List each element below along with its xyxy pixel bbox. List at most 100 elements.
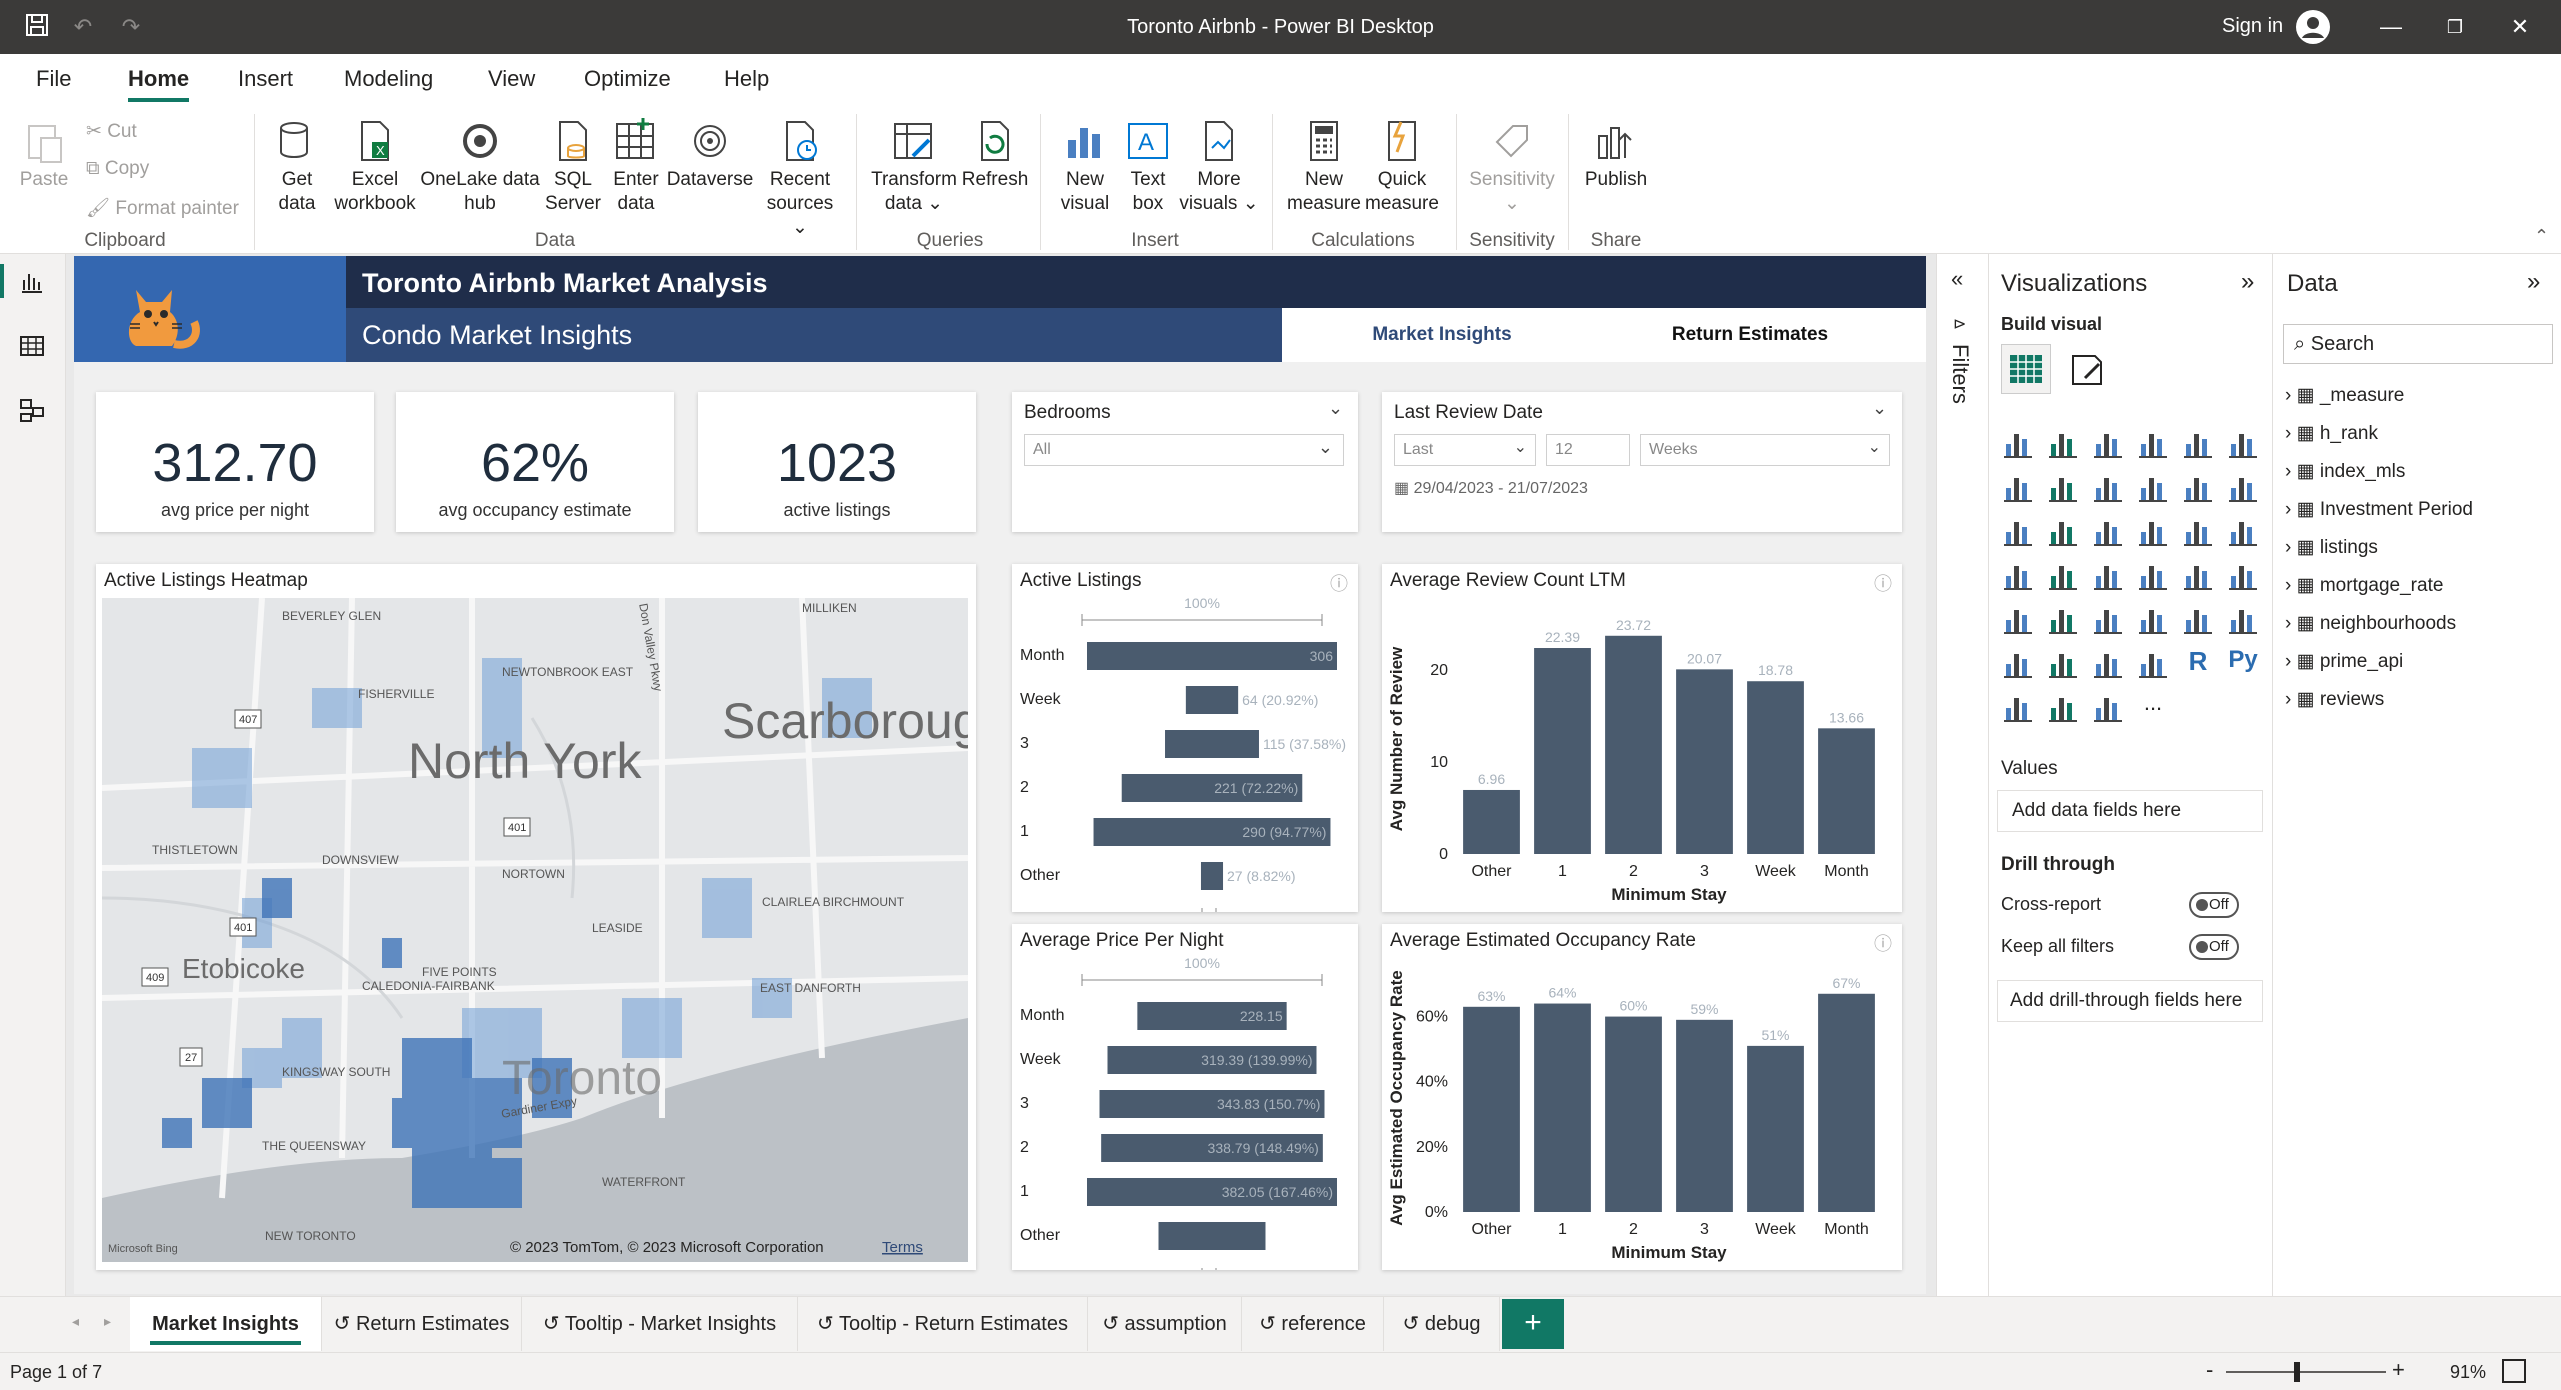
restore-icon[interactable]: ❐ — [2446, 17, 2464, 37]
column-bar[interactable] — [1676, 1019, 1733, 1212]
field-table-item[interactable]: › ▦ _measure — [2285, 384, 2404, 407]
format-visual-tab[interactable] — [2067, 350, 2107, 395]
toronto-map[interactable]: BEVERLEY GLEN MILLIKEN NEWTONBROOK EAST … — [102, 598, 968, 1262]
visual-type-icon[interactable] — [2001, 602, 2035, 636]
menu-help[interactable]: Help — [724, 66, 770, 91]
visual-type-icon[interactable] — [2091, 470, 2125, 504]
terms-link[interactable]: Terms — [882, 1239, 923, 1256]
field-table-item[interactable]: › ▦ mortgage_rate — [2285, 574, 2443, 597]
column-bar[interactable] — [1534, 648, 1591, 854]
column-bar[interactable] — [1605, 635, 1662, 854]
format-painter-button[interactable]: 🖌 Format painter — [86, 198, 239, 219]
chevron-down-icon[interactable]: ⌄ — [1328, 398, 1344, 418]
column-bar[interactable] — [1534, 1003, 1591, 1212]
field-table-item[interactable]: › ▦ listings — [2285, 536, 2378, 559]
bedrooms-dropdown[interactable]: All ⌄ — [1024, 434, 1344, 466]
column-bar[interactable] — [1818, 993, 1875, 1212]
visual-type-icon[interactable] — [2046, 690, 2080, 724]
menu-view[interactable]: View — [488, 66, 536, 91]
tab-tooltip-return-estimates[interactable]: ↺ Tooltip - Return Estimates — [798, 1297, 1088, 1351]
funnel-bar[interactable] — [1101, 1134, 1323, 1162]
visual-type-icon[interactable] — [2091, 646, 2125, 680]
visual-type-icon[interactable] — [2136, 602, 2170, 636]
redo-icon[interactable]: ↷ — [121, 14, 141, 39]
field-table-item[interactable]: › ▦ h_rank — [2285, 422, 2378, 445]
funnel-bar[interactable] — [1165, 730, 1259, 758]
column-bar[interactable] — [1747, 1045, 1804, 1212]
more-visuals-button[interactable]: More visuals ⌄ — [1176, 118, 1262, 216]
funnel-bar[interactable] — [1185, 686, 1239, 714]
visual-type-icon[interactable] — [2046, 558, 2080, 592]
visual-type-icon[interactable] — [2001, 646, 2035, 680]
relative-count-input[interactable]: 12 — [1546, 434, 1630, 466]
zoom-out-icon[interactable]: - — [2206, 1357, 2214, 1382]
expand-filters-icon[interactable]: « — [1951, 266, 1964, 291]
sign-in-link[interactable]: Sign in — [2222, 15, 2284, 37]
build-visual-tab[interactable] — [2001, 344, 2051, 394]
field-table-item[interactable]: › ▦ reviews — [2285, 688, 2384, 711]
excel-workbook-button[interactable]: X Excel workbook — [332, 118, 418, 216]
scroll-left-icon[interactable]: ◂ — [72, 1313, 80, 1329]
info-icon[interactable]: ⓘ — [1330, 574, 1348, 594]
sensitivity-button[interactable]: Sensitivity ⌄ — [1462, 118, 1562, 216]
zoom-slider-thumb[interactable] — [2294, 1362, 2300, 1382]
column-bar[interactable] — [1676, 669, 1733, 854]
visual-type-icon[interactable] — [2091, 602, 2125, 636]
python-visual-icon[interactable]: Py — [2226, 646, 2260, 680]
visual-type-icon[interactable] — [2136, 646, 2170, 680]
collapse-viz-icon[interactable]: » — [2241, 268, 2255, 295]
visual-type-icon[interactable] — [2001, 558, 2035, 592]
visual-type-icon[interactable] — [2181, 470, 2215, 504]
visual-type-icon[interactable] — [2091, 426, 2125, 460]
visual-type-icon[interactable] — [2046, 602, 2080, 636]
collapse-ribbon-icon[interactable]: ⌃ — [2534, 226, 2550, 246]
funnel-bar[interactable] — [1137, 1002, 1287, 1030]
new-visual-button[interactable]: New visual — [1050, 118, 1120, 216]
column-bar[interactable] — [1463, 1006, 1520, 1212]
tab-assumption[interactable]: ↺ assumption — [1088, 1297, 1242, 1351]
relative-unit-dropdown[interactable]: Weeks ⌄ — [1640, 434, 1890, 466]
visual-type-icon[interactable] — [2181, 602, 2215, 636]
zoom-slider[interactable] — [2226, 1371, 2386, 1373]
fit-to-page-icon[interactable] — [2502, 1359, 2526, 1383]
new-measure-button[interactable]: New measure — [1282, 118, 1366, 216]
enter-data-button[interactable]: Enter data — [606, 118, 666, 216]
nav-return-estimates[interactable]: Return Estimates — [1671, 324, 1829, 345]
drill-through-well[interactable]: Add drill-through fields here — [1997, 980, 2263, 1022]
funnel-bar[interactable] — [1099, 1090, 1325, 1118]
column-bar[interactable] — [1818, 728, 1875, 854]
visual-type-icon[interactable] — [2226, 602, 2260, 636]
tab-market-insights[interactable]: Market Insights — [130, 1297, 322, 1351]
data-search-input[interactable]: ⌕ Search — [2283, 324, 2553, 364]
funnel-bar[interactable] — [1093, 818, 1331, 846]
model-view-icon[interactable] — [18, 396, 46, 429]
menu-optimize[interactable]: Optimize — [584, 66, 671, 91]
undo-icon[interactable]: ↶ — [73, 14, 93, 39]
field-table-item[interactable]: › ▦ Investment Period — [2285, 498, 2473, 521]
recent-sources-button[interactable]: Recent sources ⌄ — [760, 118, 840, 240]
text-box-button[interactable]: A Text box — [1120, 118, 1176, 216]
funnel-bar[interactable] — [1200, 862, 1224, 890]
nav-market-insights[interactable]: Market Insights — [1372, 324, 1512, 345]
add-page-button[interactable]: + — [1502, 1299, 1564, 1349]
visual-type-icon[interactable] — [2181, 558, 2215, 592]
collapse-data-icon[interactable]: » — [2527, 268, 2541, 295]
scroll-right-icon[interactable]: ▸ — [104, 1313, 112, 1329]
menu-home[interactable]: Home — [128, 66, 190, 102]
info-icon[interactable]: ⓘ — [1874, 934, 1892, 954]
keep-filters-toggle[interactable]: Off — [2189, 934, 2239, 960]
visual-type-icon[interactable] — [2181, 426, 2215, 460]
visual-type-icon[interactable] — [2091, 514, 2125, 548]
visual-type-icon[interactable] — [2091, 558, 2125, 592]
visual-type-icon[interactable] — [2001, 426, 2035, 460]
visual-type-icon[interactable] — [2001, 690, 2035, 724]
close-icon[interactable]: ✕ — [2510, 14, 2530, 39]
visual-type-icon[interactable] — [2046, 514, 2080, 548]
funnel-bar[interactable] — [1121, 774, 1303, 802]
visual-type-icon[interactable] — [2091, 690, 2125, 724]
field-table-item[interactable]: › ▦ neighbourhoods — [2285, 612, 2456, 635]
tab-debug[interactable]: ↺ debug — [1384, 1297, 1500, 1351]
visual-type-icon[interactable] — [2136, 558, 2170, 592]
field-table-item[interactable]: › ▦ prime_api — [2285, 650, 2403, 673]
save-icon[interactable] — [22, 12, 52, 42]
